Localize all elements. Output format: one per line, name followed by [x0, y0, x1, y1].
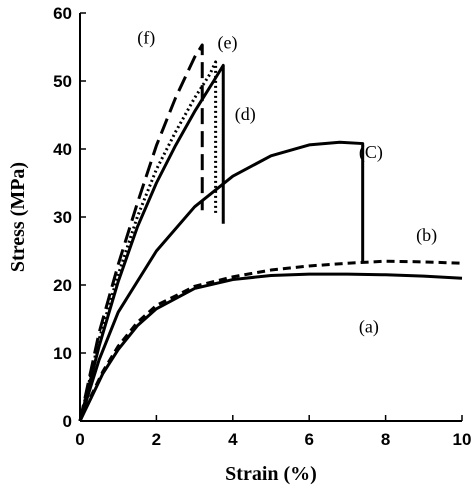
series-line-0 — [78, 272, 463, 422]
y-tick-label: 50 — [53, 72, 72, 91]
y-tick-label: 40 — [53, 140, 72, 159]
curve-labels: (a) (b) (C) (d) (e) (f) — [137, 28, 437, 338]
x-tick-label: 10 — [453, 430, 472, 449]
curve-label-5: (f) — [137, 28, 155, 49]
x-tick-label: 0 — [75, 430, 84, 449]
curve-label-2: (C) — [359, 142, 383, 163]
series-line-2 — [78, 140, 365, 422]
y-tick-label: 30 — [53, 208, 72, 227]
curve-label-4: (e) — [218, 32, 238, 53]
y-axis-title: Stress (MPa) — [7, 162, 29, 272]
curve-label-1: (b) — [416, 225, 437, 246]
x-tick-label: 2 — [152, 430, 161, 449]
x-tick-label: 8 — [381, 430, 390, 449]
x-tick-label: 4 — [228, 430, 238, 449]
x-tick-label: 6 — [304, 430, 313, 449]
series-line-5 — [78, 43, 204, 422]
series-line-3 — [78, 63, 225, 422]
curve-label-0: (a) — [359, 317, 379, 338]
series-line-1 — [78, 259, 463, 422]
y-tick-label: 60 — [53, 4, 72, 23]
axes — [79, 13, 462, 422]
y-tick-label: 20 — [53, 276, 72, 295]
ticks: 0 2 4 6 8 10 0 10 20 30 40 50 60 — [53, 4, 471, 449]
series-lines — [78, 43, 463, 422]
series-line-4 — [78, 60, 218, 422]
x-axis-title: Strain (%) — [225, 463, 317, 485]
curve-label-3: (d) — [235, 104, 256, 125]
y-tick-label: 0 — [63, 412, 72, 431]
y-tick-label: 10 — [53, 344, 72, 363]
